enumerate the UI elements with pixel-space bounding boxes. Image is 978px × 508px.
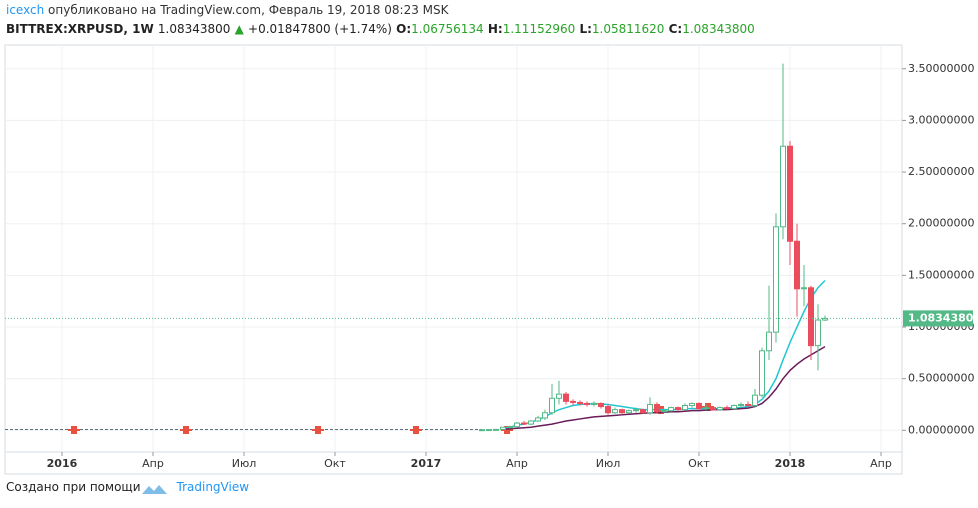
candle-body (765, 331, 772, 352)
author[interactable]: icexch (6, 3, 45, 17)
plot-frame (4, 44, 903, 453)
l-value: 1.05811620 (591, 22, 665, 36)
candle-body (695, 402, 702, 410)
x-tick-label: Апр (142, 457, 164, 470)
change: +0.01847800 (+1.74%) (248, 22, 392, 36)
candle-body (709, 407, 716, 411)
event[interactable] (180, 426, 192, 434)
candle-body (681, 405, 688, 411)
c-label: C: (668, 22, 683, 36)
candle-body (597, 402, 604, 408)
candle-body (723, 407, 730, 410)
y-tick-label: 3.00000000 (908, 113, 974, 126)
candle-body (534, 417, 541, 422)
candle-body (779, 145, 786, 228)
candle-body (814, 319, 821, 347)
last-price-box (903, 310, 973, 327)
logo-shape (142, 485, 167, 494)
x-tick-label: Июл (232, 457, 257, 470)
tv-logo (142, 485, 167, 494)
x-tick-label: 2016 (47, 457, 78, 470)
header-line: icexch опубликовано на TradingView.com, … (6, 3, 449, 17)
candle-body (485, 429, 492, 432)
last: 1.08343800 (157, 22, 231, 36)
candle-body (618, 409, 625, 414)
x-tick-label: Июл (596, 457, 621, 470)
y-tick-label: 0.00000000 (908, 423, 974, 436)
candle-body (478, 429, 485, 432)
candle-body (660, 410, 667, 413)
candle-body (751, 394, 758, 407)
candle-body (583, 402, 590, 405)
x-tick-label: Апр (870, 457, 892, 470)
created-with: Создано при помощи (6, 480, 141, 494)
y-tick-label: 2.50000000 (908, 165, 974, 178)
c-value: 1.08343800 (682, 22, 755, 36)
published: опубликовано на TradingView.com, Февраль… (48, 3, 449, 17)
x-tick-label: 2018 (775, 457, 806, 470)
y-tick-label: 1.50000000 (908, 268, 974, 281)
candle-body (576, 401, 583, 404)
candle-body (653, 403, 660, 413)
x-tick-label: Апр (506, 457, 528, 470)
candle-body (758, 350, 765, 396)
candle-body (562, 393, 569, 402)
candle-body (716, 407, 723, 411)
candle-body (688, 402, 695, 407)
candle-body (499, 426, 506, 430)
chart: 0.000000000.500000001.000000001.50000000… (4, 44, 978, 475)
x-tick-label: Окт (688, 457, 710, 470)
x-tick-label: 2017 (411, 457, 442, 470)
candle-body (667, 407, 674, 412)
l-label: L: (579, 22, 592, 36)
candle-body (527, 420, 534, 425)
candle-body (730, 405, 737, 410)
candle-body (772, 226, 779, 333)
last-price-label: 1.08343800 (908, 311, 978, 324)
candle-body (492, 428, 499, 431)
candle-body (604, 406, 611, 414)
candle-body (639, 409, 646, 414)
symbol-line: BITTREX:XRPUSD, 1W 1.08343800 ▲ +0.01847… (6, 22, 755, 36)
symbol: BITTREX:XRPUSD, 1W (6, 22, 154, 36)
candle-body (793, 240, 800, 290)
candle-body (702, 407, 709, 410)
candle-body (674, 407, 681, 411)
o-value: 1.06756134 (411, 22, 484, 36)
candle-body (513, 422, 520, 428)
o-label: O: (396, 22, 412, 36)
candle-body (569, 400, 576, 403)
footer: Создано при помощи TradingView (6, 480, 249, 494)
candle-body (520, 422, 527, 425)
y-tick-label: 2.00000000 (908, 217, 974, 230)
candle-body (590, 402, 597, 405)
event[interactable] (410, 426, 422, 434)
event[interactable] (68, 426, 80, 434)
arrow: ▲ (234, 22, 244, 36)
candle-body (506, 426, 513, 429)
candle-body (807, 287, 814, 347)
h-value: 1.11152960 (502, 22, 576, 36)
tv-link[interactable]: TradingView (176, 480, 250, 494)
x-tick-label: Окт (324, 457, 346, 470)
y-tick-label: 0.50000000 (908, 372, 974, 385)
candle-body (625, 410, 632, 414)
candle-body (800, 287, 807, 290)
candle-body (744, 403, 751, 407)
y-tick-label: 3.50000000 (908, 62, 974, 75)
candle-body (737, 403, 744, 407)
candle-body (632, 409, 639, 412)
x-axis-strip (4, 451, 903, 475)
event[interactable] (312, 426, 324, 434)
candle-body (555, 393, 562, 399)
candle-body (611, 409, 618, 414)
candle-body (541, 412, 548, 419)
candle-body (786, 145, 793, 242)
h-label: H: (487, 22, 503, 36)
candle-body (548, 397, 555, 414)
candle-body (646, 403, 653, 414)
